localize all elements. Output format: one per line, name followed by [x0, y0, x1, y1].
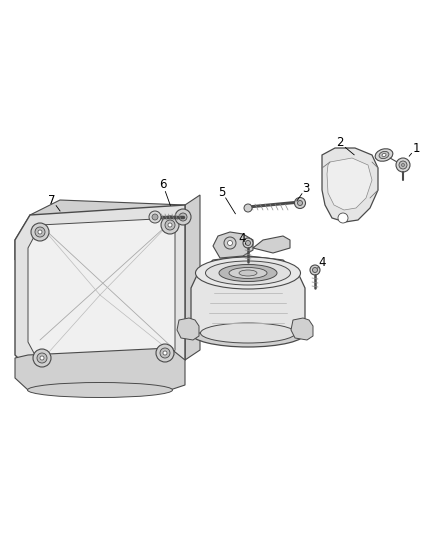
Circle shape: [396, 158, 410, 172]
Text: 6: 6: [159, 179, 167, 191]
Circle shape: [156, 344, 174, 362]
Circle shape: [297, 200, 303, 206]
Circle shape: [31, 223, 49, 241]
Polygon shape: [15, 215, 30, 260]
Ellipse shape: [195, 257, 300, 289]
Text: 3: 3: [302, 182, 310, 195]
Circle shape: [224, 237, 236, 249]
Polygon shape: [185, 195, 200, 360]
Polygon shape: [177, 318, 199, 340]
Circle shape: [175, 209, 191, 225]
Circle shape: [37, 353, 47, 363]
Circle shape: [165, 220, 175, 230]
Circle shape: [149, 211, 161, 223]
Text: 4: 4: [318, 255, 326, 269]
Circle shape: [244, 204, 252, 212]
Circle shape: [179, 213, 187, 221]
Circle shape: [399, 161, 407, 169]
Text: 2: 2: [336, 136, 344, 149]
Circle shape: [310, 265, 320, 275]
Circle shape: [33, 349, 51, 367]
Circle shape: [38, 230, 42, 234]
Polygon shape: [213, 232, 253, 258]
Text: 4: 4: [238, 231, 246, 245]
Ellipse shape: [229, 268, 267, 279]
Circle shape: [161, 216, 179, 234]
Circle shape: [338, 213, 348, 223]
Text: 7: 7: [48, 193, 56, 206]
Circle shape: [160, 348, 170, 358]
Circle shape: [168, 223, 172, 227]
Ellipse shape: [375, 149, 393, 161]
Ellipse shape: [28, 383, 173, 398]
Ellipse shape: [219, 264, 277, 281]
Circle shape: [294, 198, 305, 208]
Polygon shape: [191, 256, 305, 333]
Polygon shape: [15, 205, 185, 378]
Circle shape: [312, 268, 318, 272]
Circle shape: [402, 164, 405, 166]
Ellipse shape: [201, 323, 296, 343]
Polygon shape: [15, 348, 185, 390]
Polygon shape: [30, 200, 185, 235]
Circle shape: [163, 351, 167, 355]
Ellipse shape: [191, 319, 305, 347]
Circle shape: [243, 238, 253, 248]
Ellipse shape: [382, 154, 386, 157]
Text: 1: 1: [412, 141, 420, 155]
Circle shape: [152, 214, 158, 220]
Ellipse shape: [239, 270, 257, 276]
Polygon shape: [253, 236, 290, 253]
Circle shape: [40, 356, 44, 360]
Circle shape: [227, 240, 233, 246]
Circle shape: [35, 227, 45, 237]
Ellipse shape: [379, 151, 389, 159]
Ellipse shape: [205, 261, 290, 285]
Polygon shape: [322, 148, 378, 222]
Text: 5: 5: [218, 185, 226, 198]
Polygon shape: [291, 318, 313, 340]
Circle shape: [246, 240, 251, 246]
Polygon shape: [28, 218, 175, 365]
Polygon shape: [327, 158, 372, 210]
